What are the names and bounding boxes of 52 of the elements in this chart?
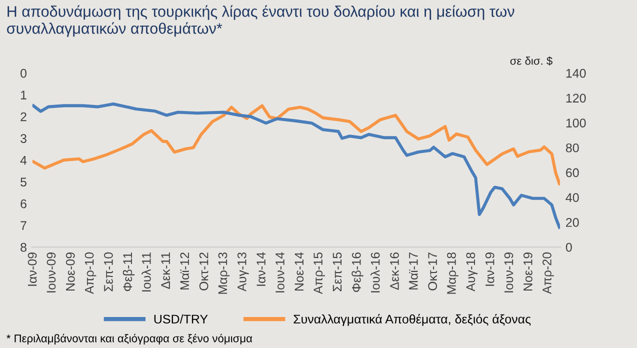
y2-tick-label: 80 xyxy=(566,143,579,152)
y-tick-label: 8 xyxy=(20,242,26,252)
y-tick-label: 5 xyxy=(20,178,26,186)
y2-tick-label: 0 xyxy=(566,242,572,252)
x-tick-label: Μαρ-18 xyxy=(447,252,458,294)
x-tick-label: Οκτ-17 xyxy=(428,252,437,290)
y2-tick-label: 120 xyxy=(566,94,586,103)
x-tick-label: Φεβ-16 xyxy=(352,252,364,292)
x-tick-label: Ιαν-09 xyxy=(28,252,37,286)
text: * Περιλαμβάνονται και αξιόγραφα σε ξένο νόμισμα xyxy=(6,334,252,345)
legend-label: USD/TRY xyxy=(154,314,208,324)
legend-label: Συναλλαγματικά Αποθέματα, δεξιός άξονας xyxy=(294,314,531,326)
y-tick-label: 4 xyxy=(20,156,27,165)
x-tick-label: Νοε-09 xyxy=(66,252,75,291)
y2-axis-title: σε δισ. $ xyxy=(510,56,552,66)
y-tick-label: 1 xyxy=(20,90,26,100)
x-tick-label: Φεβ-11 xyxy=(122,252,135,292)
y-tick-label: 0 xyxy=(20,68,26,78)
line-series xyxy=(32,104,561,186)
x-tick-label: Δεκ-16 xyxy=(390,252,399,290)
chart-title: Η αποδυνάμωση της τουρκικής λίρας έναντι του δολαρίου και η μείωση των συναλλαγματικών αποθεμάτων* xyxy=(7,5,514,37)
x-tick-label: Μαϊ-17 xyxy=(409,252,418,290)
x-tick-label: Ιουν-14 xyxy=(276,252,284,292)
x-tick-label: Μαϊ-12 xyxy=(180,252,190,290)
y2-tick-label: 40 xyxy=(566,193,579,202)
x-tick-label: Απρ-15 xyxy=(314,252,325,294)
y2-tick-label: 60 xyxy=(566,168,579,178)
x-tick-label: Δεκ-11 xyxy=(161,252,170,289)
x-tick-label: Ιουν-09 xyxy=(46,252,56,292)
y-tick-label: 3 xyxy=(20,134,26,143)
x-tick-label: Ιαν-14 xyxy=(256,252,266,286)
y-tick-label: 2 xyxy=(20,112,26,122)
x-tick-label: Απρ-20 xyxy=(542,252,554,294)
line-series xyxy=(32,102,561,229)
y2-tick-label: 100 xyxy=(566,118,586,128)
x-tick-label: Νοε-14 xyxy=(294,252,304,291)
x-tick-label: Οκτ-12 xyxy=(199,252,208,290)
y2-tick-label: 20 xyxy=(566,218,579,227)
x-tick-label: Σεπ-15 xyxy=(332,252,342,292)
x-tick-label: Μαρ-13 xyxy=(218,252,230,294)
x-tick-label: Αυγ-18 xyxy=(466,252,478,292)
y-tick-label: 6 xyxy=(20,199,26,208)
x-tick-label: Σεπ-10 xyxy=(104,252,113,292)
y2-tick-label: 140 xyxy=(566,68,586,78)
x-tick-label: Ιουλ-16 xyxy=(370,252,380,292)
x-tick-label: Απρ-10 xyxy=(84,252,96,294)
x-tick-label: Ιουλ-11 xyxy=(142,252,151,292)
x-tick-label: Ιουν-19 xyxy=(504,252,514,292)
y-tick-label: 7 xyxy=(20,221,26,230)
x-tick-label: Αυγ-13 xyxy=(237,252,249,292)
x-tick-label: Ιαν-19 xyxy=(485,252,494,286)
x-tick-label: Νοε-19 xyxy=(523,252,532,291)
